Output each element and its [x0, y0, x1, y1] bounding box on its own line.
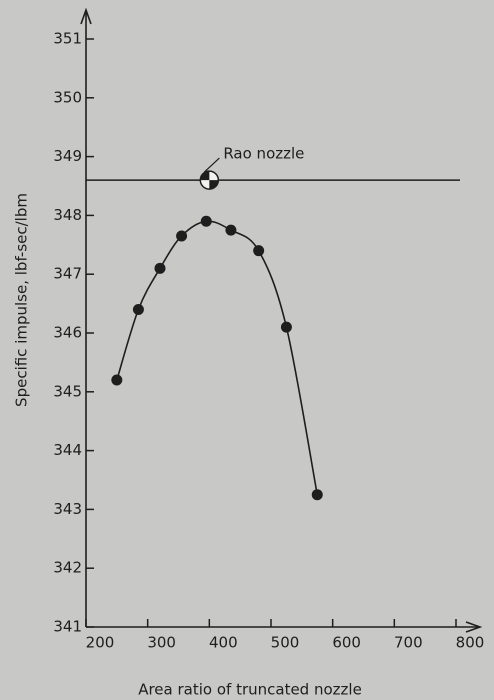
y-tick-label: 342 [53, 559, 82, 577]
x-axis-arrow [465, 621, 483, 633]
y-tick-label: 348 [53, 206, 82, 224]
y-tick-label: 351 [53, 30, 82, 48]
x-tick-label: 300 [147, 634, 176, 652]
y-tick-label: 349 [53, 147, 82, 165]
x-tick-label: 700 [394, 634, 423, 652]
data-point [132, 303, 144, 315]
y-tick-label: 350 [53, 88, 82, 106]
reference-marker-fill [200, 171, 219, 190]
y-tick-label: 343 [53, 500, 82, 518]
y-tick-label: 346 [53, 324, 82, 342]
reference-leader [203, 157, 220, 173]
reference-label: Rao nozzle [223, 145, 304, 163]
data-point [225, 224, 237, 236]
y-tick-label: 344 [53, 441, 82, 459]
y-axis-arrow [80, 7, 92, 25]
data-point [280, 321, 292, 333]
y-axis-label: Specific impulse, lbf-sec/lbm [13, 193, 31, 407]
y-tick-label: 347 [53, 265, 82, 283]
x-tick-label: 400 [209, 634, 238, 652]
x-tick-label: 600 [332, 634, 361, 652]
y-tick-label: 341 [53, 618, 82, 636]
x-axis-label: Area ratio of truncated nozzle [138, 681, 362, 699]
data-point [311, 489, 323, 501]
y-tick-label: 345 [53, 382, 82, 400]
x-tick-label: 500 [271, 634, 300, 652]
curve [116, 220, 319, 495]
data-point [253, 245, 265, 257]
data-point [111, 374, 123, 386]
data-point [200, 215, 212, 227]
data-point [154, 262, 166, 274]
x-tick-label: 800 [456, 634, 485, 652]
x-tick-label: 200 [86, 634, 115, 652]
data-point [176, 230, 188, 242]
